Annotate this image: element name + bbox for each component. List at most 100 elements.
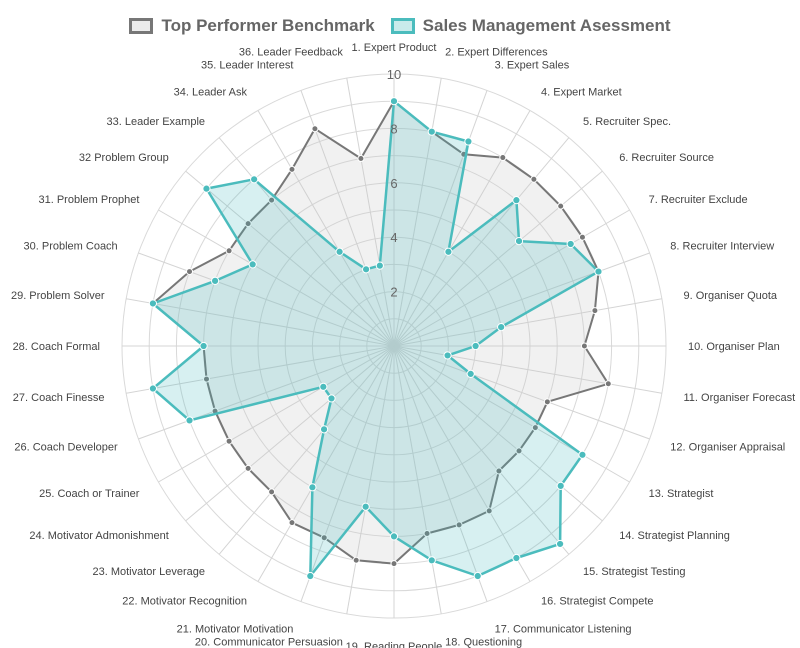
grid-spoke	[393, 170, 603, 347]
data-point	[455, 521, 463, 529]
axis-label: 6. Recruiter Source	[619, 152, 714, 164]
axis-label: 9. Organiser Quota	[684, 290, 778, 302]
axis-label: 17. Communicator Listening	[495, 623, 632, 635]
data-point	[225, 247, 233, 255]
data-point	[390, 560, 398, 568]
data-point	[244, 464, 252, 472]
legend-label-assessment: Sales Management Asessment	[422, 16, 671, 35]
axis-label: 34. Leader Ask	[174, 86, 248, 98]
grid-spoke	[158, 345, 395, 483]
data-point	[319, 382, 328, 391]
data-point	[473, 571, 482, 581]
data-point	[268, 488, 276, 496]
grid-spoke	[346, 78, 395, 347]
grid-spoke	[126, 345, 395, 394]
axis-label: 22. Motivator Recognition	[122, 596, 247, 608]
data-point	[327, 394, 336, 403]
grid-spoke	[393, 345, 650, 440]
grid-spoke	[257, 345, 395, 582]
data-point	[361, 265, 371, 274]
tick-label: 10	[387, 67, 401, 82]
legend-item-assessment[interactable]: Sales Management Asessment	[390, 16, 671, 36]
tick-label: 6	[390, 176, 397, 191]
grid-spoke	[218, 345, 395, 555]
data-point	[320, 534, 328, 542]
axis-label: 4. Expert Market	[541, 86, 622, 98]
axis-label: 13. Strategist	[649, 488, 714, 500]
data-point	[512, 196, 521, 205]
grid-spoke	[346, 345, 395, 614]
grid-spoke	[393, 345, 603, 522]
data-point	[566, 239, 575, 249]
data-point	[444, 247, 453, 256]
data-point	[530, 175, 538, 183]
grid-spoke	[185, 345, 395, 522]
grid-spoke	[300, 90, 395, 347]
data-point	[202, 375, 210, 383]
axis-label: 25. Coach or Trainer	[39, 488, 140, 500]
axis-label: 1. Expert Product	[352, 42, 437, 54]
data-point	[185, 416, 194, 425]
data-point	[466, 369, 475, 379]
data-point	[512, 553, 521, 563]
grid-spoke	[393, 345, 570, 555]
grid-spoke	[393, 110, 531, 347]
grid-spoke	[393, 345, 442, 614]
data-point	[225, 437, 233, 445]
data-point	[471, 341, 480, 351]
data-point	[248, 260, 257, 269]
axis-label: 18. Questioning	[445, 637, 522, 648]
axis-label: 19. Reading People	[346, 641, 443, 648]
data-point	[495, 467, 503, 475]
axis-label: 20. Communicator Persuasion	[195, 637, 343, 648]
axis-label: 11. Organiser Forecast	[684, 392, 796, 404]
data-point	[389, 97, 399, 106]
tick-label: 4	[390, 230, 397, 245]
grid-spoke	[393, 345, 662, 394]
axis-label: 27. Coach Finesse	[13, 392, 105, 404]
axis-label: 35. Leader Interest	[201, 60, 293, 72]
data-point	[244, 220, 252, 228]
data-point	[375, 261, 384, 270]
axis-label: 36. Leader Feedback	[239, 47, 343, 59]
data-point	[580, 342, 588, 350]
grid-spoke	[393, 90, 488, 347]
axis-label: 15. Strategist Testing	[583, 566, 686, 578]
data-point	[499, 154, 507, 162]
data-point	[250, 175, 259, 184]
axis-label: 33. Leader Example	[107, 116, 205, 128]
grid-spoke	[393, 137, 570, 347]
axis-label: 21. Motivator Motivation	[177, 623, 294, 635]
axis-label: 3. Expert Sales	[495, 60, 570, 72]
axis-label: 31. Problem Prophet	[39, 194, 140, 206]
grid-spoke	[393, 209, 630, 347]
data-point	[288, 519, 296, 527]
grid-spoke	[300, 345, 395, 602]
axis-label: 7. Recruiter Exclude	[649, 194, 748, 206]
data-point	[199, 341, 208, 351]
data-point	[423, 530, 431, 538]
axis-label: 29. Problem Solver	[11, 290, 105, 302]
grid-spoke	[126, 298, 395, 347]
data-point	[311, 125, 319, 133]
data-point	[389, 532, 399, 541]
legend-label-benchmark: Top Performer Benchmark	[161, 16, 375, 35]
series-layer	[148, 97, 612, 581]
grid-spoke	[393, 298, 662, 347]
data-point	[531, 424, 539, 432]
legend-item-benchmark[interactable]: Top Performer Benchmark	[129, 16, 375, 36]
data-point	[186, 268, 194, 276]
chart-legend: Top Performer Benchmark Sales Management…	[0, 14, 800, 38]
data-point	[357, 154, 365, 162]
data-point	[514, 236, 524, 246]
axis-label: 16. Strategist Compete	[541, 596, 654, 608]
axis-label: 14. Strategist Planning	[619, 530, 730, 542]
legend-swatch-assessment	[390, 18, 415, 34]
grid-spoke	[393, 345, 531, 582]
data-point	[604, 380, 612, 388]
axis-label: 30. Problem Coach	[24, 240, 118, 252]
data-point	[485, 507, 493, 515]
data-point	[148, 384, 158, 393]
data-point	[202, 184, 211, 193]
